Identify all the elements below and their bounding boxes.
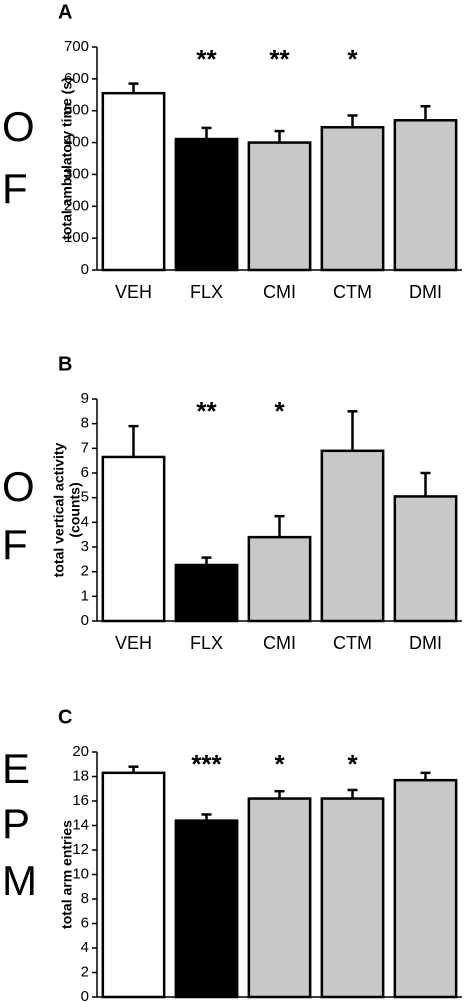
panel-label: B xyxy=(58,353,72,375)
bar xyxy=(247,535,312,623)
significance: * xyxy=(274,749,285,779)
significance: ** xyxy=(269,44,290,74)
y-tick-label: 0 xyxy=(81,612,89,629)
bar xyxy=(174,819,239,999)
x-tick-label: VEH xyxy=(115,282,152,302)
y-axis-label: total arm entries xyxy=(59,820,75,929)
y-tick-label: 8 xyxy=(81,890,89,907)
bar xyxy=(320,797,385,999)
y-tick-label: 6 xyxy=(81,464,89,481)
x-tick-label: FLX xyxy=(190,633,223,653)
y-tick-label: 3 xyxy=(81,538,89,555)
significance: * xyxy=(347,44,358,74)
panel-label: A xyxy=(58,1,72,23)
x-tick-label: FLX xyxy=(190,282,223,302)
side-label: F xyxy=(2,521,28,568)
y-tick-label: 20 xyxy=(72,743,89,760)
side-label: O xyxy=(2,463,35,510)
y-axis-label: total ambulatory time (s) xyxy=(59,77,75,240)
y-tick-label: 6 xyxy=(81,914,89,931)
significance: ** xyxy=(196,44,217,74)
y-tick-label: 200 xyxy=(64,197,89,214)
bar xyxy=(393,119,458,272)
y-tick-label: 4 xyxy=(81,939,89,956)
y-tick-label: 2 xyxy=(81,963,89,980)
bar xyxy=(320,449,385,623)
bar xyxy=(174,137,239,272)
significance: * xyxy=(347,749,358,779)
y-tick-label: 0 xyxy=(81,261,89,278)
bar xyxy=(101,771,166,999)
x-tick-label: CMI xyxy=(263,282,296,302)
side-label: M xyxy=(2,857,37,904)
y-tick-label: 8 xyxy=(81,415,89,432)
y-tick-label: 600 xyxy=(64,70,89,87)
bar xyxy=(320,126,385,272)
x-tick-label: CTM xyxy=(333,282,372,302)
x-tick-label: VEH xyxy=(115,633,152,653)
x-tick-label: DMI xyxy=(409,633,442,653)
bar xyxy=(393,495,458,623)
y-tick-label: 500 xyxy=(64,102,89,119)
y-tick-label: 100 xyxy=(64,229,89,246)
panel-label: C xyxy=(58,706,72,728)
y-tick-label: 10 xyxy=(72,865,89,882)
significance: *** xyxy=(191,749,222,779)
y-tick-label: 300 xyxy=(64,165,89,182)
significance: ** xyxy=(196,396,217,426)
y-axis-label: (counts) xyxy=(67,482,83,537)
bar xyxy=(247,797,312,999)
y-tick-label: 5 xyxy=(81,489,89,506)
bar xyxy=(174,563,239,623)
side-label: E xyxy=(2,745,30,792)
y-tick-label: 1 xyxy=(81,587,89,604)
x-tick-label: CTM xyxy=(333,633,372,653)
side-label: F xyxy=(2,165,28,212)
side-label: O xyxy=(2,103,35,150)
significance: * xyxy=(274,396,285,426)
bar xyxy=(101,455,166,623)
bar xyxy=(393,778,458,999)
bar xyxy=(101,91,166,272)
y-tick-label: 7 xyxy=(81,439,89,456)
y-tick-label: 12 xyxy=(72,841,89,858)
y-tick-label: 16 xyxy=(72,792,89,809)
x-tick-label: DMI xyxy=(409,282,442,302)
y-tick-label: 9 xyxy=(81,390,89,407)
y-tick-label: 4 xyxy=(81,513,89,530)
x-tick-label: CMI xyxy=(263,633,296,653)
y-tick-label: 18 xyxy=(72,767,89,784)
y-tick-label: 400 xyxy=(64,134,89,151)
y-tick-label: 700 xyxy=(64,38,89,55)
side-label: P xyxy=(2,800,30,847)
bar xyxy=(247,141,312,272)
y-tick-label: 0 xyxy=(81,988,89,1002)
y-axis-label: total vertical activity xyxy=(51,442,67,577)
y-tick-label: 14 xyxy=(72,816,89,833)
y-tick-label: 2 xyxy=(81,563,89,580)
